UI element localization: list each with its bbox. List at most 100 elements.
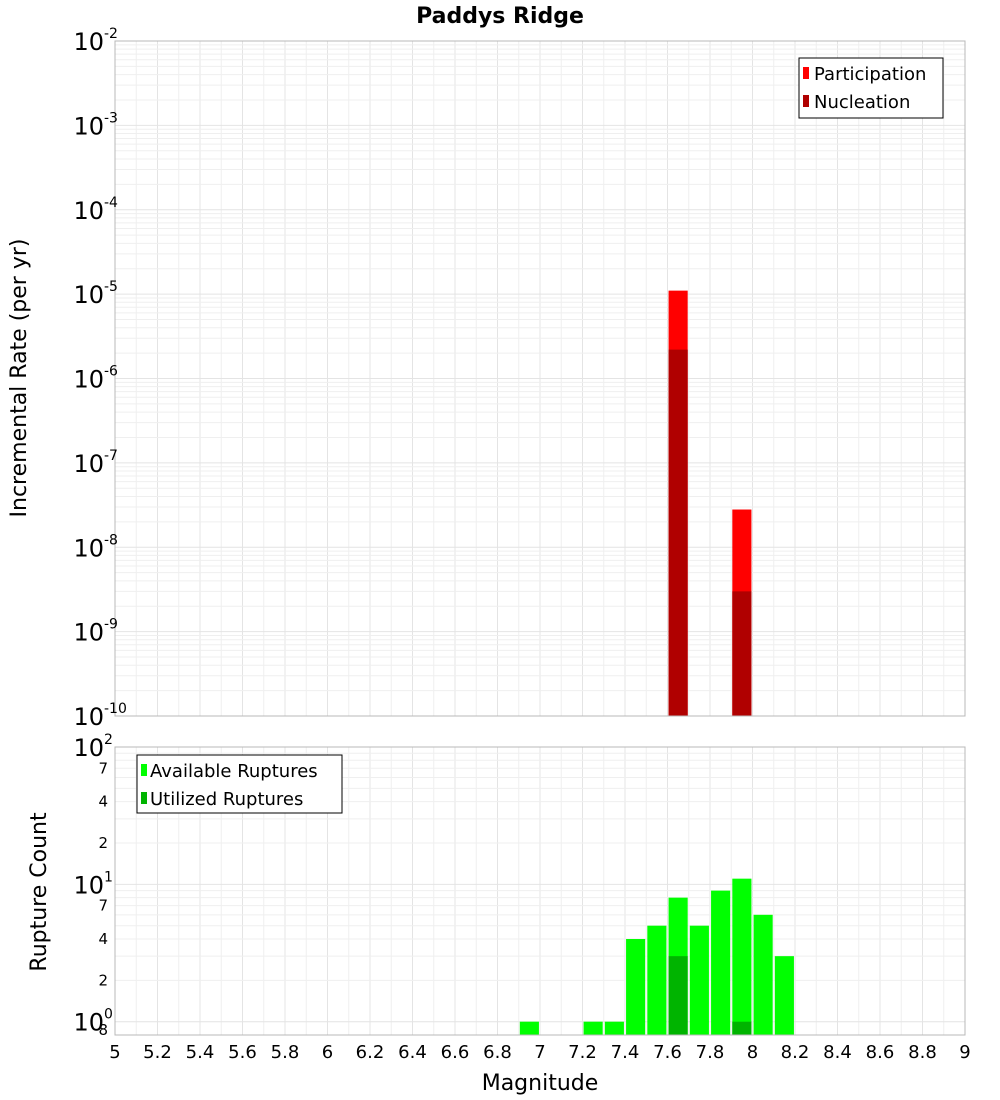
x-tick-label: 6.6 xyxy=(441,1042,470,1063)
bottom-y-minor-tick-label: 2 xyxy=(98,834,108,852)
x-tick-label: 8.2 xyxy=(781,1042,810,1063)
tick-exponent: -3 xyxy=(104,110,118,126)
x-tick-label: 7 xyxy=(534,1042,545,1063)
bottom-y-tick-label: 10 1 xyxy=(73,869,112,899)
nucleation-bar xyxy=(732,591,752,716)
tick-exponent: -10 xyxy=(104,701,127,717)
top-y-tick-label: 10 -7 xyxy=(73,448,118,478)
available-ruptures-bar xyxy=(689,925,709,1035)
bottom-y-tick-label: 10 0 xyxy=(73,1007,112,1037)
top-plot-frame xyxy=(114,40,966,717)
legend-available-ruptures-swatch xyxy=(141,764,147,776)
legend-nucleation-swatch xyxy=(803,95,809,107)
x-ticks: 5 5.2 5.4 5.6 5.8 6 6.2 6.4 6.6 6.8 7 7.2 7.4 7.6 7.8 8… xyxy=(109,1042,970,1063)
available-ruptures-bar xyxy=(753,914,773,1035)
bottom-plot-frame xyxy=(114,746,966,1036)
available-ruptures-bar xyxy=(647,925,667,1035)
x-tick-label: 7.8 xyxy=(696,1042,725,1063)
tick-base: 10 xyxy=(73,734,104,762)
x-tick-label: 7.2 xyxy=(568,1042,597,1063)
top-y-tick-label: 10 -2 xyxy=(73,26,118,56)
x-tick-label: 5.8 xyxy=(271,1042,300,1063)
x-tick-label: 8.4 xyxy=(823,1042,852,1063)
available-ruptures-bar xyxy=(604,1021,624,1035)
x-tick-label: 6.8 xyxy=(483,1042,512,1063)
tick-exponent: -9 xyxy=(104,617,118,633)
tick-base: 10 xyxy=(73,534,104,562)
legend-available-ruptures-label: Available Ruptures xyxy=(150,761,318,782)
top-y-axis-label: Incremental Rate (per yr) xyxy=(7,239,32,518)
top-y-tick-label: 10 -6 xyxy=(73,364,118,394)
bottom-legend-box xyxy=(136,754,343,814)
x-tick-label: 6 xyxy=(322,1042,333,1063)
top-legend-box xyxy=(798,57,944,119)
tick-base: 10 xyxy=(73,197,104,225)
tick-base: 10 xyxy=(73,366,104,394)
nucleation-bar xyxy=(668,349,688,716)
x-tick-label: 9 xyxy=(959,1042,970,1063)
x-tick-label: 5 xyxy=(109,1042,120,1063)
bottom-y-minor-tick-label: 7 xyxy=(98,759,108,777)
tick-exponent: -2 xyxy=(104,26,118,42)
chart-title: Paddys Ridge xyxy=(416,4,584,29)
utilized-ruptures-bar xyxy=(732,1021,752,1035)
x-axis-label: Magnitude xyxy=(482,1071,599,1096)
bottom-y-tick-label: 10 2 xyxy=(73,732,112,762)
legend-utilized-ruptures-label: Utilized Ruptures xyxy=(150,789,303,810)
tick-exponent: 2 xyxy=(104,732,113,748)
tick-exponent: 1 xyxy=(104,869,113,885)
available-ruptures-bar xyxy=(519,1021,539,1035)
available-ruptures-bar xyxy=(732,878,752,1035)
tick-base: 10 xyxy=(73,112,104,140)
tick-exponent: -6 xyxy=(104,364,118,380)
top-y-tick-label: 10 -9 xyxy=(73,617,118,647)
available-ruptures-bar xyxy=(626,939,646,1035)
tick-base: 10 xyxy=(73,281,104,309)
tick-exponent: -4 xyxy=(104,195,118,211)
tick-exponent: -5 xyxy=(104,279,118,295)
available-ruptures-bar xyxy=(711,890,731,1035)
bottom-y-minor-tick-label: 8 xyxy=(98,1021,108,1039)
tick-base: 10 xyxy=(73,28,104,56)
x-tick-label: 8.8 xyxy=(908,1042,937,1063)
available-ruptures-bar xyxy=(583,1021,603,1035)
top-bars xyxy=(668,290,752,716)
top-grid xyxy=(114,41,966,717)
top-y-tick-label: 10 -3 xyxy=(73,110,118,140)
bottom-y-minor-tick-label: 7 xyxy=(98,897,108,915)
legend-nucleation-label: Nucleation xyxy=(814,92,910,113)
top-y-tick-label: 10 -4 xyxy=(73,195,118,225)
top-y-ticks: 10-210-310-410-510-610-710-810-910-10 xyxy=(73,26,126,731)
tick-exponent: -7 xyxy=(104,448,118,464)
tick-base: 10 xyxy=(73,871,104,899)
tick-base: 10 xyxy=(73,619,104,647)
x-tick-label: 5.4 xyxy=(186,1042,215,1063)
legend-participation-swatch xyxy=(803,67,809,79)
utilized-ruptures-bar xyxy=(668,956,688,1035)
legend-utilized-ruptures-swatch xyxy=(141,792,147,804)
bottom-bars xyxy=(519,878,794,1035)
x-tick-label: 7.6 xyxy=(653,1042,682,1063)
x-tick-label: 6.2 xyxy=(356,1042,385,1063)
bottom-y-minor-tick-label: 4 xyxy=(98,930,108,948)
bottom-legend: Available Ruptures Utilized Ruptures xyxy=(136,754,343,814)
top-plot: 10-210-310-410-510-610-710-810-910-10 In… xyxy=(7,26,966,731)
x-tick-label: 7.4 xyxy=(611,1042,640,1063)
legend-participation-label: Participation xyxy=(814,64,926,85)
x-tick-label: 8 xyxy=(747,1042,758,1063)
top-legend: Participation Nucleation xyxy=(798,57,944,119)
tick-base: 10 xyxy=(73,1009,104,1037)
available-ruptures-bar xyxy=(774,956,794,1035)
top-y-tick-label: 10 -8 xyxy=(73,532,118,562)
bottom-y-minor-tick-label: 4 xyxy=(98,793,108,811)
x-tick-label: 5.2 xyxy=(143,1042,172,1063)
tick-base: 10 xyxy=(73,703,104,731)
bottom-y-axis-label: Rupture Count xyxy=(27,812,52,972)
x-tick-label: 8.6 xyxy=(866,1042,895,1063)
top-y-tick-label: 10 -5 xyxy=(73,279,118,309)
top-y-tick-label: 10 -10 xyxy=(73,701,126,731)
bottom-y-minor-tick-label: 2 xyxy=(98,971,108,989)
x-tick-label: 6.4 xyxy=(398,1042,427,1063)
